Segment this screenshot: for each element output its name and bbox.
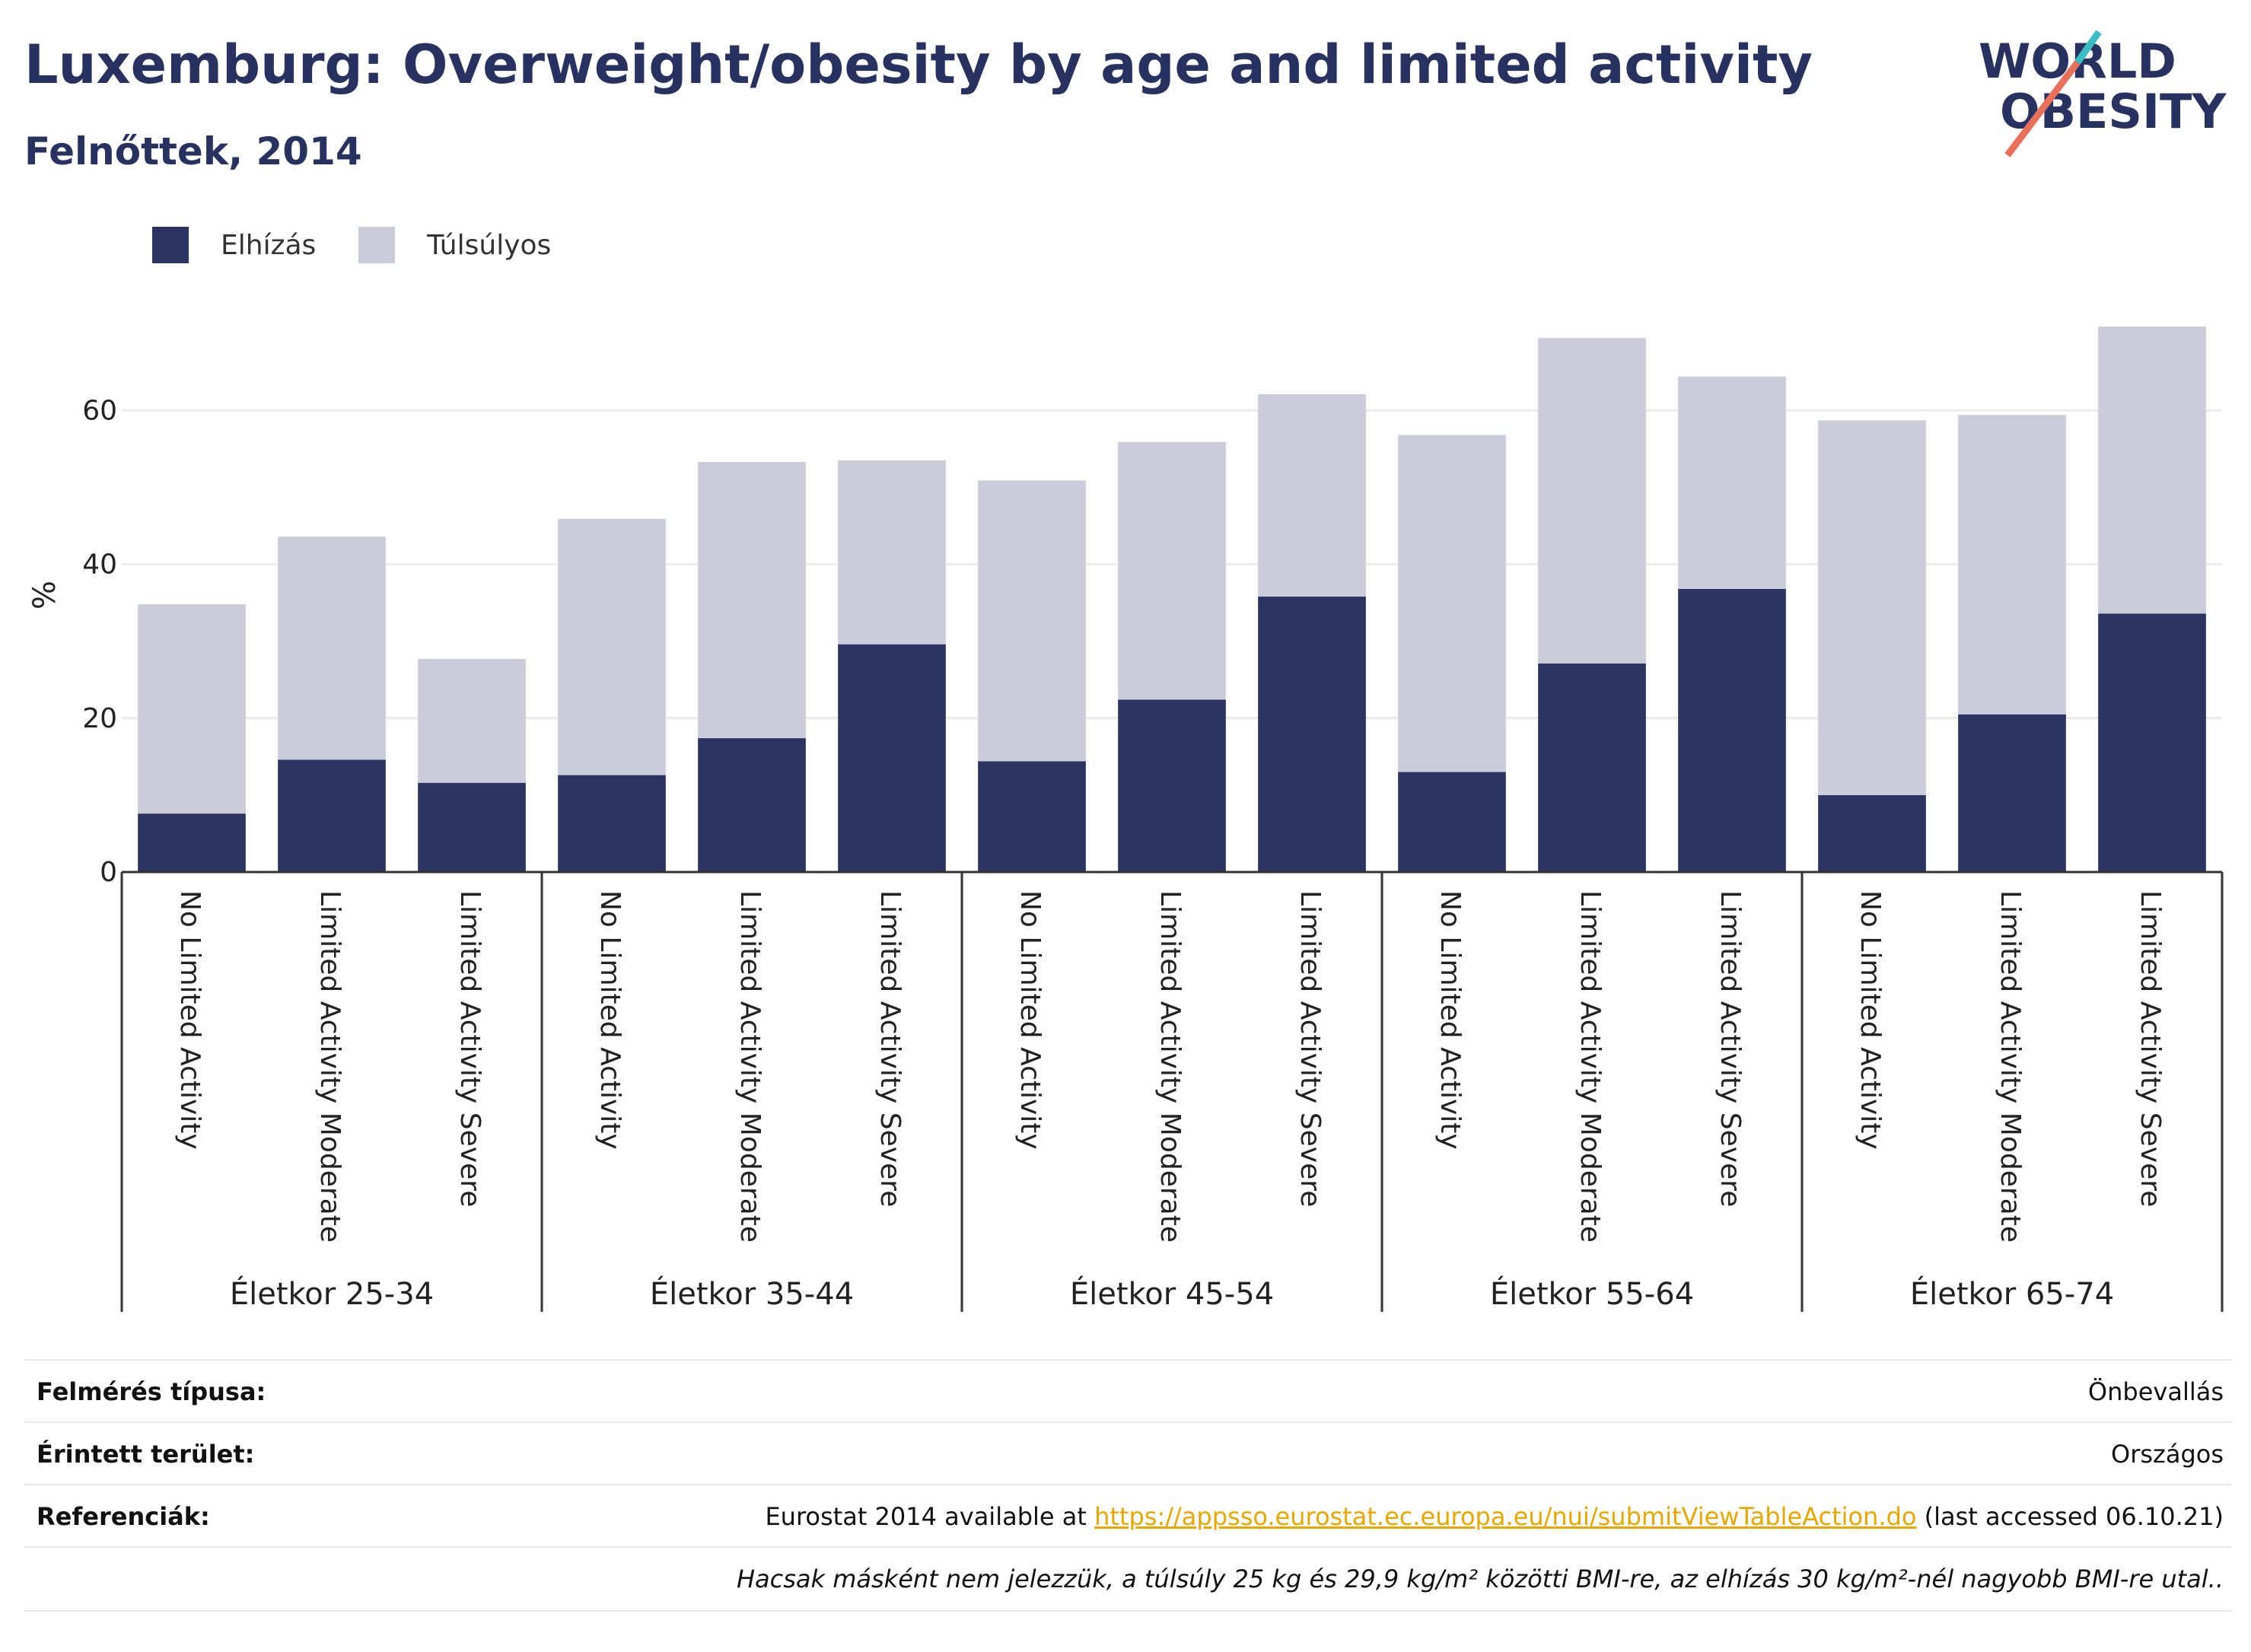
bar-obesity bbox=[278, 759, 386, 872]
info-row-area: Érintett terület: Országos bbox=[24, 1421, 2231, 1485]
bar-overweight bbox=[838, 460, 946, 645]
bar-obesity bbox=[978, 761, 1086, 872]
bar-overweight bbox=[1398, 434, 1506, 772]
x-category-label: Limited Activity Severe bbox=[454, 890, 486, 1207]
bar-overweight bbox=[1958, 415, 2066, 715]
references-value: Eurostat 2014 available at https://appss… bbox=[765, 1502, 2224, 1531]
bar-obesity bbox=[1258, 597, 1366, 872]
x-category-label: Limited Activity Moderate bbox=[1574, 890, 1606, 1243]
area-value: Országos bbox=[2111, 1440, 2224, 1469]
y-axis-label: % bbox=[27, 581, 62, 610]
chart-subtitle: Felnőttek, 2014 bbox=[24, 129, 362, 173]
bmi-note: Hacsak másként nem jelezzük, a túlsúly 2… bbox=[736, 1564, 2224, 1593]
survey-type-label: Felmérés típusa: bbox=[37, 1377, 266, 1406]
x-category-label: Limited Activity Moderate bbox=[1995, 890, 2026, 1243]
x-category-label: Limited Activity Severe bbox=[2135, 890, 2166, 1207]
x-category-label: Limited Activity Moderate bbox=[314, 890, 345, 1243]
chart-title: Luxemburg: Overweight/obesity by age and… bbox=[24, 33, 1813, 96]
logo-slash-teal bbox=[2074, 30, 2102, 65]
bar-overweight bbox=[138, 604, 246, 814]
bar-obesity bbox=[698, 738, 806, 872]
bar-overweight bbox=[558, 518, 666, 775]
x-category-label: No Limited Activity bbox=[594, 890, 626, 1150]
chart-legend: Elhízás Túlsúlyos bbox=[152, 225, 594, 265]
x-category-label: Limited Activity Moderate bbox=[1154, 890, 1186, 1243]
info-row-references: Referenciák: Eurostat 2014 available at … bbox=[24, 1484, 2231, 1548]
world-obesity-logo: WORLD OBESITY bbox=[1979, 30, 2227, 158]
bar-obesity bbox=[2098, 613, 2206, 872]
x-group-label: Életkor 55-64 bbox=[1490, 1275, 1694, 1312]
legend-item-overweight[interactable]: Túlsúlyos bbox=[358, 227, 551, 263]
bar-obesity bbox=[138, 813, 246, 872]
references-suffix: (last accessed 06.10.21) bbox=[1916, 1502, 2224, 1531]
bar-overweight bbox=[978, 480, 1086, 762]
bar-overweight bbox=[2098, 326, 2206, 614]
y-tick-label: 20 bbox=[82, 703, 117, 734]
bar-obesity bbox=[558, 775, 666, 872]
bar-obesity bbox=[418, 782, 526, 872]
bar-obesity bbox=[1678, 588, 1786, 872]
info-table: Felmérés típusa: Önbevallás Érintett ter… bbox=[24, 1359, 2231, 1618]
bar-overweight bbox=[278, 536, 386, 760]
bar-overweight bbox=[1818, 420, 1926, 795]
info-row-survey-type: Felmérés típusa: Önbevallás bbox=[24, 1359, 2231, 1423]
y-tick-label: 0 bbox=[100, 857, 117, 888]
bar-obesity bbox=[1818, 794, 1926, 872]
bar-obesity bbox=[1118, 699, 1226, 872]
logo-slash-coral bbox=[2004, 60, 2081, 158]
x-category-label: No Limited Activity bbox=[1855, 890, 1886, 1150]
x-category-label: Limited Activity Severe bbox=[1715, 890, 1746, 1207]
references-link[interactable]: https://appsso.eurostat.ec.europa.eu/nui… bbox=[1094, 1502, 1917, 1531]
x-category-label: No Limited Activity bbox=[1014, 890, 1046, 1150]
legend-swatch-obesity bbox=[152, 227, 189, 263]
legend-label-overweight: Túlsúlyos bbox=[427, 229, 552, 261]
y-tick-label: 60 bbox=[82, 395, 117, 426]
x-category-label: Limited Activity Moderate bbox=[734, 890, 766, 1243]
bar-obesity bbox=[1398, 772, 1506, 872]
x-group-label: Életkor 45-54 bbox=[1070, 1275, 1274, 1312]
x-group-label: Életkor 65-74 bbox=[1910, 1275, 2114, 1312]
bar-overweight bbox=[418, 658, 526, 783]
info-row-note: Hacsak másként nem jelezzük, a túlsúly 2… bbox=[24, 1546, 2231, 1612]
bar-obesity bbox=[1538, 663, 1646, 872]
legend-swatch-overweight bbox=[358, 227, 396, 263]
bar-overweight bbox=[1538, 338, 1646, 664]
bar-chart: 0 20 40 60% No Limited Activity Limited Activ… bbox=[27, 326, 2224, 1312]
bar-overweight bbox=[1258, 394, 1366, 597]
x-category-label: No Limited Activity bbox=[174, 890, 205, 1150]
bar-obesity bbox=[1958, 714, 2066, 872]
legend-item-obesity[interactable]: Elhízás bbox=[152, 227, 316, 263]
bar-overweight bbox=[1118, 441, 1226, 700]
legend-label-obesity: Elhízás bbox=[221, 229, 317, 261]
x-category-label: No Limited Activity bbox=[1434, 890, 1466, 1150]
area-label: Érintett terület: bbox=[37, 1440, 255, 1469]
bar-overweight bbox=[1678, 376, 1786, 589]
survey-type-value: Önbevallás bbox=[2087, 1377, 2224, 1406]
x-category-label: Limited Activity Severe bbox=[874, 890, 906, 1207]
x-group-label: Életkor 25-34 bbox=[230, 1275, 434, 1312]
bar-overweight bbox=[698, 462, 806, 739]
x-group-label: Életkor 35-44 bbox=[650, 1275, 854, 1312]
y-tick-label: 40 bbox=[82, 549, 117, 581]
bar-obesity bbox=[838, 644, 946, 872]
x-category-label: Limited Activity Severe bbox=[1294, 890, 1326, 1207]
references-prefix: Eurostat 2014 available at bbox=[765, 1502, 1095, 1531]
references-label: Referenciák: bbox=[37, 1502, 210, 1531]
